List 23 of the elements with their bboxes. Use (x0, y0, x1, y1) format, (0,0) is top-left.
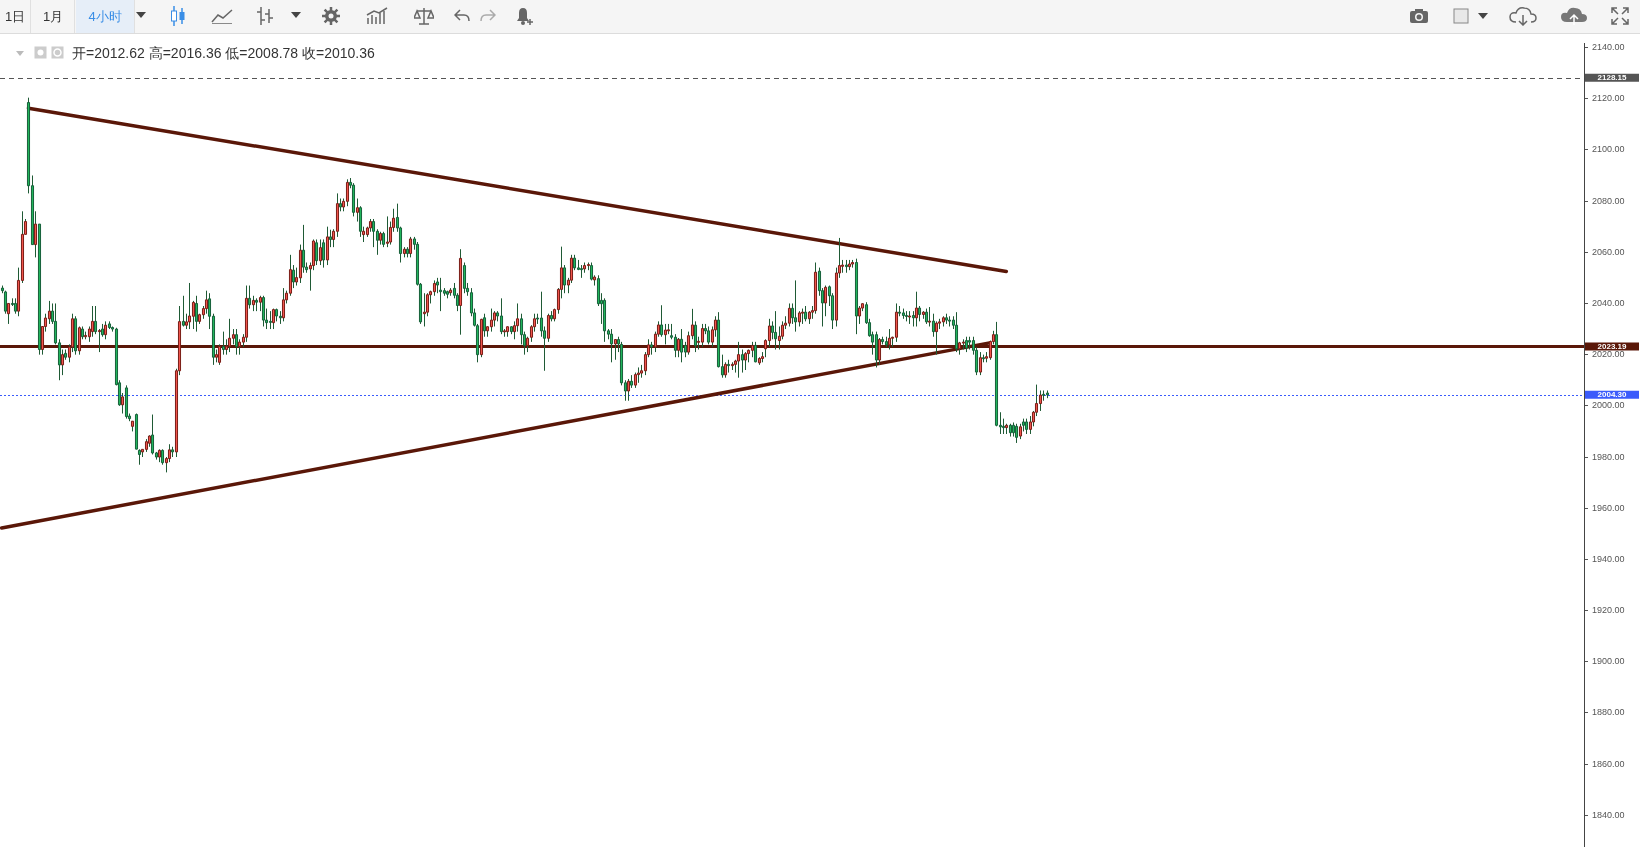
y-tick-label: 1920.00 (1592, 605, 1625, 616)
y-tick-label: 2020.00 (1592, 349, 1625, 360)
y-tick-label: 2140.00 (1592, 41, 1625, 52)
y-tick-label: 1980.00 (1592, 451, 1625, 462)
text: 4小时 (76, 0, 135, 33)
annotation: 开=2012.62 高=2016.36 低=2008.78 收=2010.36 (72, 45, 375, 63)
ref-line-label: 2004.30 (1597, 390, 1628, 400)
y-tick-label: 2000.00 (1592, 400, 1625, 411)
y-tick-label: 1900.00 (1592, 656, 1625, 667)
y-tick-label: 1860.00 (1592, 758, 1625, 769)
y-tick-label: 2060.00 (1592, 246, 1625, 257)
y-tick-label: 2100.00 (1592, 144, 1625, 155)
y-tick-label: 1840.00 (1592, 809, 1625, 820)
y-tick-label: 2120.00 (1592, 93, 1625, 104)
y-tick-label: 1940.00 (1592, 553, 1625, 564)
text: 1月 (32, 0, 75, 33)
ref-line-label: 2128.15 (1597, 73, 1628, 83)
ref-line-label: 2023.19 (1597, 341, 1628, 351)
text: 1日 (0, 0, 31, 33)
y-tick-label: 1880.00 (1592, 707, 1625, 718)
y-tick-label: 2080.00 (1592, 195, 1625, 206)
y-tick-label: 2040.00 (1592, 297, 1625, 308)
y-tick-label: 1960.00 (1592, 502, 1625, 513)
